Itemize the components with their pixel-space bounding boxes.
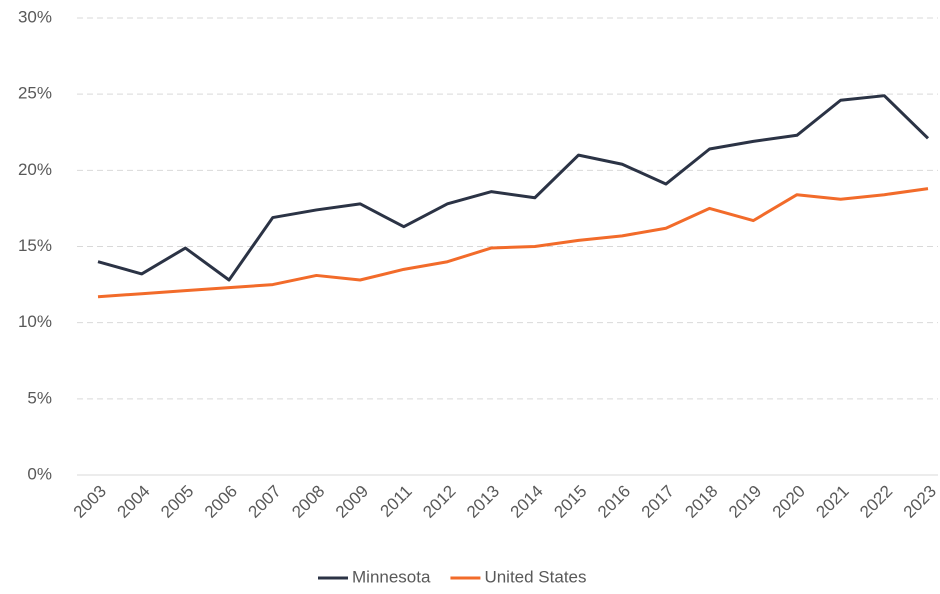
y-tick-label: 15%: [18, 236, 52, 255]
x-tick-label: 2016: [594, 482, 634, 522]
x-tick-label: 2014: [507, 482, 547, 522]
x-tick-label: 2013: [463, 482, 503, 522]
x-tick-label: 2019: [725, 482, 765, 522]
x-tick-label: 2008: [288, 482, 328, 522]
y-tick-label: 30%: [18, 7, 52, 26]
x-tick-label: 2011: [377, 482, 416, 521]
y-tick-label: 0%: [27, 464, 52, 483]
x-tick-label: 2004: [114, 482, 154, 522]
y-tick-label: 5%: [27, 388, 52, 407]
series-line: [97, 187, 929, 299]
legend-label: Minnesota: [352, 567, 431, 586]
x-tick-label: 2015: [550, 482, 590, 522]
y-tick-label: 10%: [18, 312, 52, 331]
x-tick-label: 2007: [245, 482, 285, 522]
x-tick-label: 2017: [638, 482, 678, 522]
x-tick-label: 2018: [681, 482, 721, 522]
x-tick-label: 2003: [70, 482, 110, 522]
x-tick-label: 2022: [856, 482, 896, 522]
x-tick-label: 2005: [157, 482, 197, 522]
x-tick-label: 2012: [419, 482, 459, 522]
x-tick-label: 2009: [332, 482, 372, 522]
x-tick-label: 2020: [769, 482, 809, 522]
x-tick-label: 2006: [201, 482, 241, 522]
legend-label: United States: [484, 567, 586, 586]
y-tick-label: 25%: [18, 84, 52, 103]
x-tick-label: 2021: [812, 482, 852, 522]
x-tick-label: 2023: [900, 482, 940, 522]
series-line: [97, 94, 930, 282]
y-tick-label: 20%: [18, 160, 52, 179]
